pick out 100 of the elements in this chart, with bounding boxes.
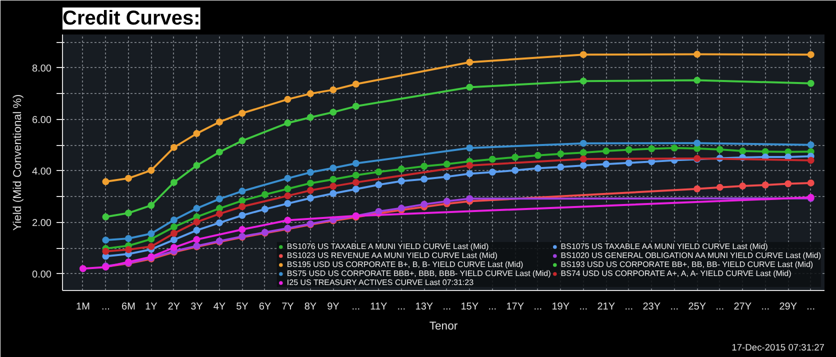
point — [284, 216, 292, 224]
x-tick-label: ... — [579, 302, 588, 312]
legend-label: BS195 USD US CORPORATE B+, B, B- YIELD CURVE Last (Mid) — [286, 260, 524, 269]
point — [193, 162, 200, 169]
point — [102, 178, 110, 186]
x-tick-label: 2Y — [168, 302, 180, 312]
point — [148, 166, 155, 174]
point — [148, 243, 155, 250]
point — [193, 226, 200, 234]
x-tick-label: 29Y — [779, 302, 798, 312]
point — [238, 226, 246, 234]
point — [807, 156, 814, 164]
point — [330, 176, 337, 183]
point — [148, 230, 155, 238]
x-tick-label: ... — [670, 302, 679, 312]
point — [216, 195, 223, 202]
x-tick-label: 23Y — [642, 302, 661, 312]
x-tick-label: ... — [442, 302, 452, 312]
point — [420, 200, 428, 208]
point — [557, 150, 564, 158]
x-tick-label: 17Y — [506, 302, 524, 312]
point — [466, 162, 474, 169]
point — [602, 148, 610, 155]
x-tick-label: 5Y — [236, 302, 249, 312]
point — [534, 152, 542, 159]
legend-label: BS1020 US GENERAL OBLIGATION AA MUNI YIELD CURVE Last (Mid) — [560, 251, 821, 260]
point — [807, 51, 814, 58]
point — [124, 210, 132, 217]
y-tick-label: 4.00 — [32, 166, 52, 178]
point — [466, 58, 474, 66]
point — [306, 114, 314, 121]
legend-label: BS1076 US TAXABLE A MUNI YIELD CURVE Last (Mid) — [286, 242, 489, 251]
x-tick-label: ... — [761, 302, 770, 312]
point — [124, 174, 132, 182]
chart-title: Credit Curves: — [62, 8, 200, 30]
point — [694, 76, 701, 84]
point — [512, 154, 519, 161]
x-tick-label: ... — [534, 302, 542, 312]
point — [193, 236, 200, 244]
point — [284, 174, 292, 182]
point — [420, 176, 428, 183]
legend-label: BS75 USD US CORPORATE BBB+, BBB, BBB- YIELD CURVE Last (Mid) — [286, 269, 551, 278]
point — [443, 160, 450, 168]
point — [216, 204, 223, 212]
point — [306, 194, 314, 202]
x-tick-label: 25Y — [688, 302, 706, 312]
point — [580, 149, 587, 156]
legend-label: BS74 USD US CORPORATE A+, A, A- YIELD CURVE Last (Mid) — [560, 269, 792, 278]
x-tick-label: 11Y — [370, 302, 388, 312]
point — [580, 51, 587, 58]
point — [352, 172, 360, 179]
x-tick-label: ... — [352, 302, 360, 312]
point — [216, 210, 223, 218]
point — [512, 166, 519, 174]
x-tick-label: ... — [397, 302, 406, 312]
y-tick-label: 6.00 — [32, 114, 52, 126]
point — [534, 164, 542, 172]
point — [193, 218, 200, 226]
point — [170, 230, 178, 237]
point — [284, 200, 292, 208]
point — [694, 140, 701, 147]
point — [261, 206, 268, 213]
point — [398, 166, 405, 173]
point — [375, 168, 382, 176]
x-tick-label: 1Y — [145, 302, 158, 312]
point — [170, 216, 178, 224]
point — [784, 180, 792, 188]
point — [352, 160, 360, 167]
y-tick-label: 8.00 — [32, 63, 52, 74]
point — [102, 248, 110, 255]
y-tick-label: 2.00 — [32, 218, 52, 229]
point — [238, 203, 246, 210]
point — [170, 244, 178, 252]
point — [170, 144, 178, 151]
x-tick-label: 4Y — [213, 302, 226, 312]
point — [443, 173, 450, 180]
point — [352, 186, 360, 193]
point — [580, 140, 587, 147]
point — [716, 184, 724, 191]
point — [488, 156, 496, 163]
point — [306, 90, 314, 98]
point — [330, 86, 337, 94]
point — [261, 191, 268, 198]
x-tick-label: 3Y — [190, 302, 204, 312]
point — [352, 178, 360, 186]
point — [216, 118, 223, 126]
point — [306, 168, 314, 176]
point — [238, 110, 246, 117]
point — [466, 170, 474, 178]
point — [807, 80, 814, 87]
text: 17-Dec-2015 07:31:27 — [732, 342, 825, 352]
point — [170, 236, 178, 244]
x-tick-label: ... — [488, 302, 497, 312]
point — [739, 182, 746, 190]
x-tick-label: 6M — [122, 302, 136, 312]
point — [330, 108, 337, 116]
point — [238, 212, 246, 219]
point — [216, 148, 223, 156]
point — [124, 246, 132, 254]
point — [466, 144, 474, 152]
